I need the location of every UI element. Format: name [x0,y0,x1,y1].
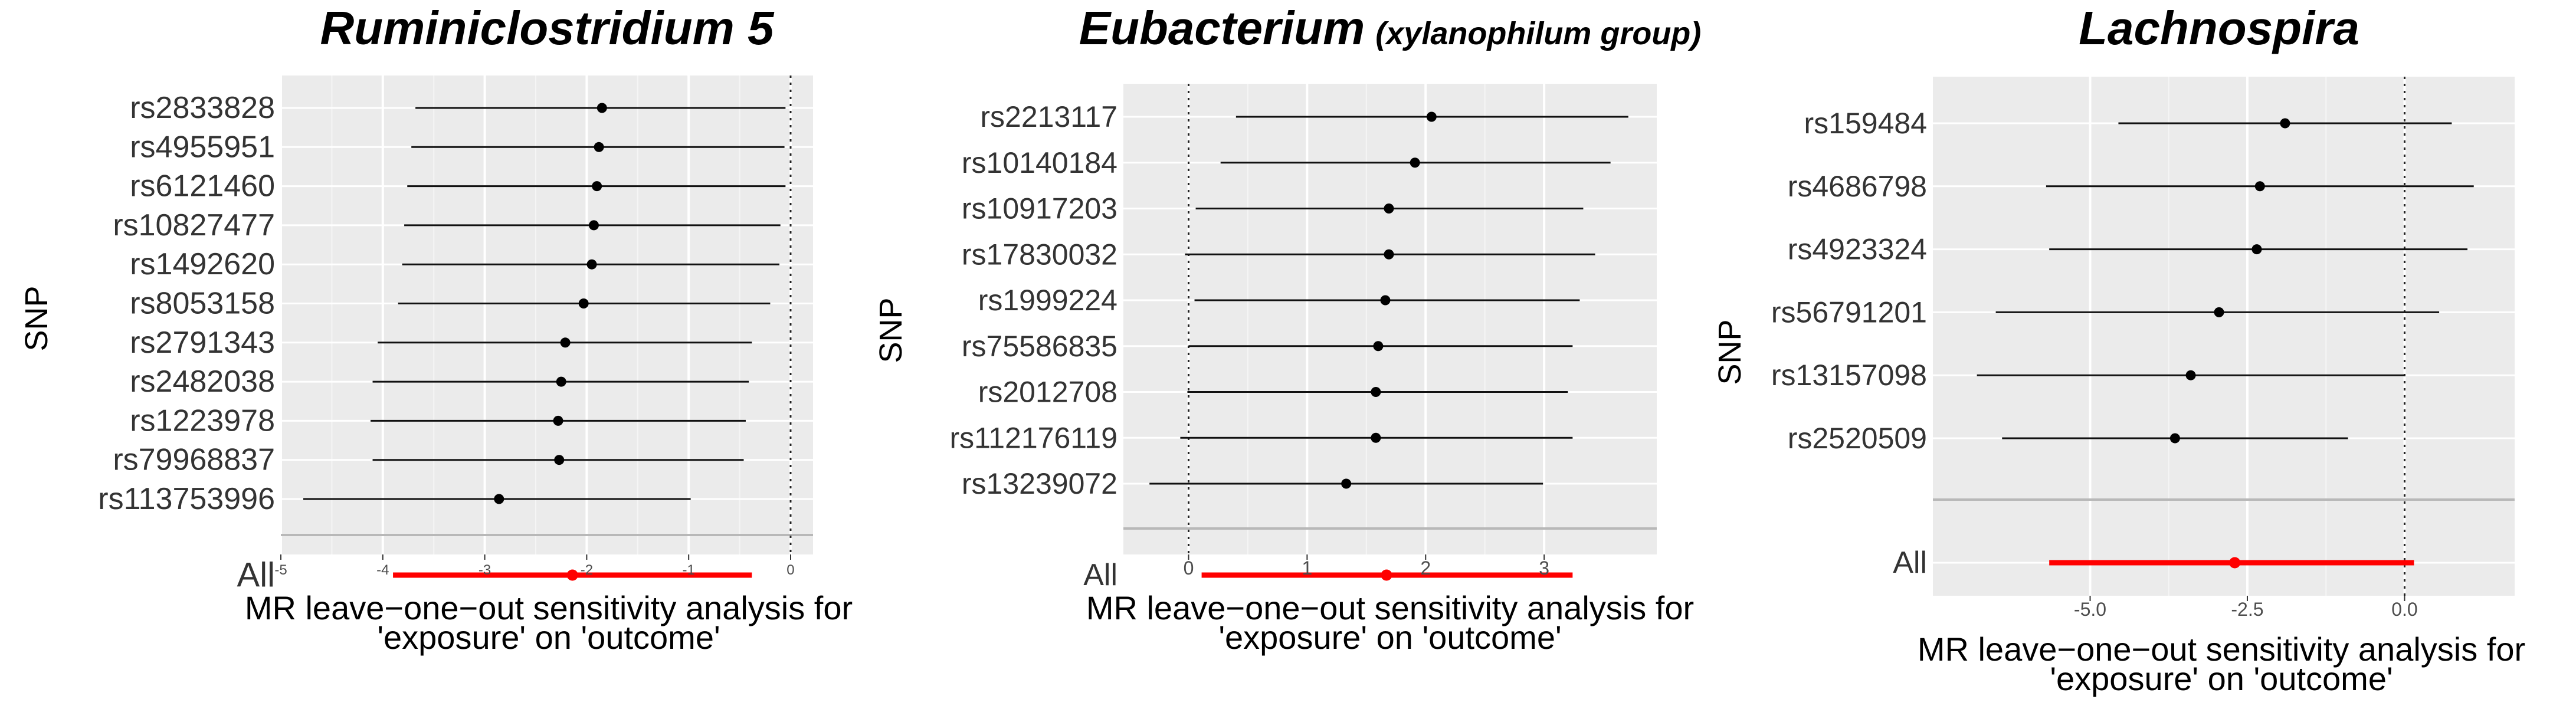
overall-estimate-point [1381,569,1392,581]
estimate-point-rs13239072 [1341,478,1352,489]
y-axis-label: SNP [873,297,909,363]
x-tick-label: 2 [1420,557,1431,579]
estimate-point-rs10140184 [1410,157,1420,168]
x-tick-label: -1 [683,562,695,578]
x-tick-label: 1 [1302,557,1312,579]
x-tick-label: -4 [376,562,389,578]
snp-label: rs2482038 [130,365,275,399]
snp-label: rs159484 [1804,107,1928,140]
x-tick-label: -2.5 [2231,599,2263,620]
estimate-point-rs159484 [2280,118,2290,129]
overall-label: All [1083,558,1117,592]
x-axis-label-line1: MR leave−one−out sensitivity analysis fo… [1918,631,2525,668]
snp-label: rs10827477 [113,208,275,242]
snp-label: rs17830032 [962,238,1117,271]
snp-label: rs79968837 [113,443,275,477]
estimate-point-rs56791201 [2214,307,2224,317]
snp-label: rs10140184 [962,146,1117,179]
snp-label: rs1223978 [130,403,275,438]
estimate-point-rs2482038 [556,376,566,387]
estimate-point-rs113753996 [494,494,504,504]
x-axis-label-line1: MR leave−one−out sensitivity analysis fo… [245,589,853,626]
estimate-point-rs79968837 [554,455,565,465]
estimate-point-rs112176119 [1371,432,1381,443]
snp-label: rs4955951 [130,130,275,164]
panel-title: Lachnospira [2079,2,2359,54]
snp-label: rs6121460 [130,169,275,203]
overall-estimate-point [566,569,578,581]
estimate-point-rs1999224 [1380,295,1391,306]
panel-1: rs2833828 rs4955951 rs6121460 rs10827477 rs1… [19,2,853,656]
overall-label: All [237,556,275,595]
snp-label: rs113753996 [98,482,275,516]
estimate-point-rs4923324 [2251,244,2262,255]
x-tick-label: -5 [274,562,287,578]
x-tick-label: -5.0 [2074,599,2106,620]
snp-label: rs56791201 [1771,296,1927,329]
estimate-point-rs4686798 [2254,181,2265,192]
estimate-point-rs75586835 [1373,341,1384,352]
snp-label: rs75586835 [962,330,1117,363]
snp-label: rs13157098 [1771,359,1927,392]
snp-label: rs13239072 [962,467,1117,500]
x-tick-label: -3 [479,562,491,578]
estimate-point-rs1223978 [553,415,563,426]
estimate-point-rs2213117 [1426,111,1437,122]
estimate-point-rs10917203 [1384,203,1394,214]
snp-label: rs10917203 [962,192,1117,225]
x-axis-label-line2: 'exposure' on 'outcome' [377,619,720,656]
estimate-point-rs13157098 [2185,370,2196,380]
x-axis-label-line2: 'exposure' on 'outcome' [2050,660,2393,697]
x-axis-label-line2: 'exposure' on 'outcome' [1218,619,1561,656]
title-suffix: (xylanophilum group) [1375,16,1701,51]
title-main: Ruminiclostridium 5 [320,2,775,54]
title-main: Lachnospira [2079,2,2359,54]
x-tick-label: 0 [786,562,794,578]
panel-title: Ruminiclostridium 5 [320,2,775,54]
y-axis-label: SNP [1712,319,1748,385]
estimate-point-rs2833828 [597,103,607,113]
x-tick-label: 3 [1539,557,1549,579]
snp-label: rs2833828 [130,91,275,125]
estimate-point-rs6121460 [592,181,602,192]
estimate-point-rs2520509 [2169,433,2180,444]
plot-background [281,76,813,554]
y-axis-label: SNP [19,285,54,351]
estimate-point-rs17830032 [1384,249,1394,260]
panel-2: rs2213117 rs10140184 rs10917203 rs17830032 r… [873,2,1701,656]
overall-label: All [1893,546,1927,580]
snp-label: rs4923324 [1788,233,1927,266]
snp-label: rs8053158 [130,287,275,321]
snp-label: rs2791343 [130,326,275,360]
plot-background [1933,77,2515,596]
snp-label: rs112176119 [950,421,1118,454]
estimate-point-rs10827477 [588,220,599,231]
estimate-point-rs8053158 [578,298,589,308]
estimate-point-rs4955951 [594,142,604,152]
x-tick-label: -2 [581,562,593,578]
panel-title: Eubacterium (xylanophilum group) [1079,2,1702,54]
x-tick-label: 0.0 [2391,599,2417,620]
estimate-point-rs1492620 [586,259,597,270]
x-tick-label: 0 [1184,557,1194,579]
snp-label: rs2213117 [980,100,1117,133]
overall-estimate-point [2229,557,2241,569]
title-main: Eubacterium [1079,2,1365,54]
x-axis-label-line1: MR leave−one−out sensitivity analysis fo… [1086,589,1694,626]
snp-label: rs2012708 [978,376,1117,409]
snp-label: rs1999224 [978,284,1117,317]
snp-label: rs4686798 [1788,170,1927,203]
panel-3: rs159484 rs4686798 rs4923324 rs56791201 rs13… [1712,2,2525,697]
snp-label: rs1492620 [130,247,275,281]
estimate-point-rs2012708 [1371,387,1381,397]
estimate-point-rs2791343 [560,337,571,348]
snp-label: rs2520509 [1788,422,1927,455]
